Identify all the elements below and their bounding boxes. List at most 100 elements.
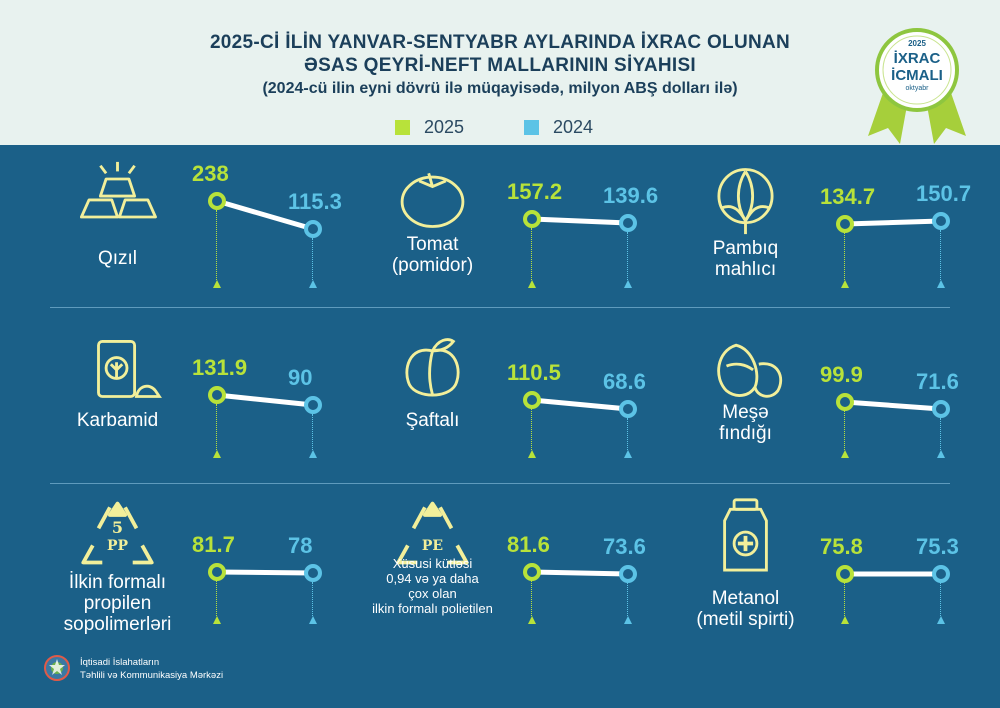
point-2025 [523,563,541,581]
item-label-line: (pomidor) [391,255,474,276]
chart-cell-tomat: Tomat (pomidor) 157.2 139.6 [375,152,690,322]
item-label-line: Meşə [722,402,769,423]
recycle-pp-icon: 5 PP [70,494,165,574]
value-label-2025: 157.2 [507,179,563,204]
item-label-line: çox olan [408,586,457,601]
badge-line-1: İXRAC [893,50,941,67]
value-label-2025: 134.7 [820,184,876,209]
chart-cell-shaftali: Şaftalı 110.5 68.6 [375,322,690,492]
connector-line [529,397,631,412]
point-2025 [836,215,854,233]
point-2024 [304,564,322,582]
item-label: Pambıq mahlıcı [678,238,813,280]
guide-line-2024 [312,238,313,280]
footer-line-1: İqtisadi İslahatların [80,657,160,668]
point-2025 [523,210,541,228]
item-label-line: Metanol [711,588,780,609]
value-label-2024: 71.6 [916,369,959,394]
hazelnut-icon [698,328,793,408]
connector-segment [842,399,944,412]
guide-line-2025 [216,581,217,616]
legend-label-2024: 2024 [553,116,594,137]
connector-segment [529,569,631,577]
connector-line [842,399,944,412]
item-label-line: İlkin formalı [68,572,167,593]
item-label: Metanol (metil spirti) [678,588,813,630]
point-2024 [932,565,950,583]
item-label: Şaftalı [365,410,500,431]
point-2025 [836,565,854,583]
item-label-line: mahlıcı [714,259,777,280]
axis-marker-2024 [624,616,632,624]
axis-marker-2025 [213,280,221,288]
icon-text: PE [421,538,444,554]
guide-line-2025 [844,411,845,450]
axis-marker-2025 [528,280,536,288]
connector-segment [529,216,631,226]
axis-marker-2024 [309,450,317,458]
guide-line-2024 [312,582,313,616]
point-2024 [619,400,637,418]
chart-cell-metanol: Metanol (metil spirti) 75.8 75.3 [688,488,1000,658]
connector-line [529,569,631,577]
item-label-line: ilkin formalı polietilen [372,601,493,616]
chart-cell-pe: PE Xüsusi kütləsi 0,94 və ya daha çox olan i… [372,488,690,658]
emblem-icon [44,655,70,681]
title-line-2: ƏSAS QEYRİ-NEFT MALLARININ SİYAHISI [303,55,696,76]
connector-line [842,571,944,577]
point-2024 [304,220,322,238]
guide-line-2025 [844,583,845,616]
badge-year: 2025 [908,39,926,48]
axis-marker-2025 [841,280,849,288]
connector-segment [842,218,944,227]
item-label-line: Şaftalı [405,410,460,431]
point-2025 [208,386,226,404]
guide-line-2025 [531,228,532,280]
guide-line-2025 [531,409,532,450]
item-label-line: fındığı [719,423,772,444]
legend-label-2025: 2025 [424,116,465,137]
guide-line-2024 [940,230,941,280]
chart-cell-fındıq: Meşə fındığı 99.9 71.6 [688,322,1000,492]
guide-line-2024 [627,418,628,450]
connector-segment [214,198,316,232]
legend-item-2025: 2025 [395,116,464,138]
axis-marker-2024 [309,616,317,624]
point-2025 [208,563,226,581]
item-label: Qızıl [50,248,185,269]
item-label-line: sopolimerləri [63,614,172,635]
item-label-line: (metil spirti) [696,609,795,630]
item-label-line: Karbamid [76,410,159,431]
chart-cell-qizil: Qızıl 238 115.3 [60,152,375,322]
axis-marker-2024 [937,616,945,624]
value-label-2024: 68.6 [603,369,646,394]
item-label-line: Pambıq [712,238,779,259]
title-line-1: 2025-Cİ İLİN YANVAR-SENTYABR AYLARINDA İ… [209,32,791,53]
value-label-2025: 81.6 [507,532,550,557]
guide-line-2025 [216,210,217,280]
rosette-icon [868,28,966,144]
badge-line-2: İCMALI [891,67,943,84]
axis-marker-2024 [937,450,945,458]
axis-marker-2024 [624,280,632,288]
footer-line-2: Təhlili və Kommunikasiya Mərkəzi [80,670,224,681]
value-label-2025: 81.7 [192,532,235,557]
point-2025 [208,192,226,210]
axis-marker-2024 [624,450,632,458]
connector-line [214,569,316,576]
axis-marker-2024 [309,280,317,288]
value-label-2025: 110.5 [507,360,561,385]
value-label-2024: 90 [288,365,313,390]
item-label-line: Tomat [406,234,459,255]
axis-marker-2025 [213,616,221,624]
peach-icon [385,328,480,408]
subtitle: (2024-cü ilin eyni dövrü ilə müqayisədə,… [262,80,738,97]
point-2024 [932,400,950,418]
item-label: Xüsusi kütləsi 0,94 və ya daha çox olan ilk… [365,556,500,616]
connector-line [214,392,316,408]
row-divider [50,307,950,308]
chart-cell-karbamid: Karbamid 131.9 90 [60,322,375,492]
value-label-2025: 131.9 [192,355,248,380]
guide-line-2024 [940,583,941,616]
